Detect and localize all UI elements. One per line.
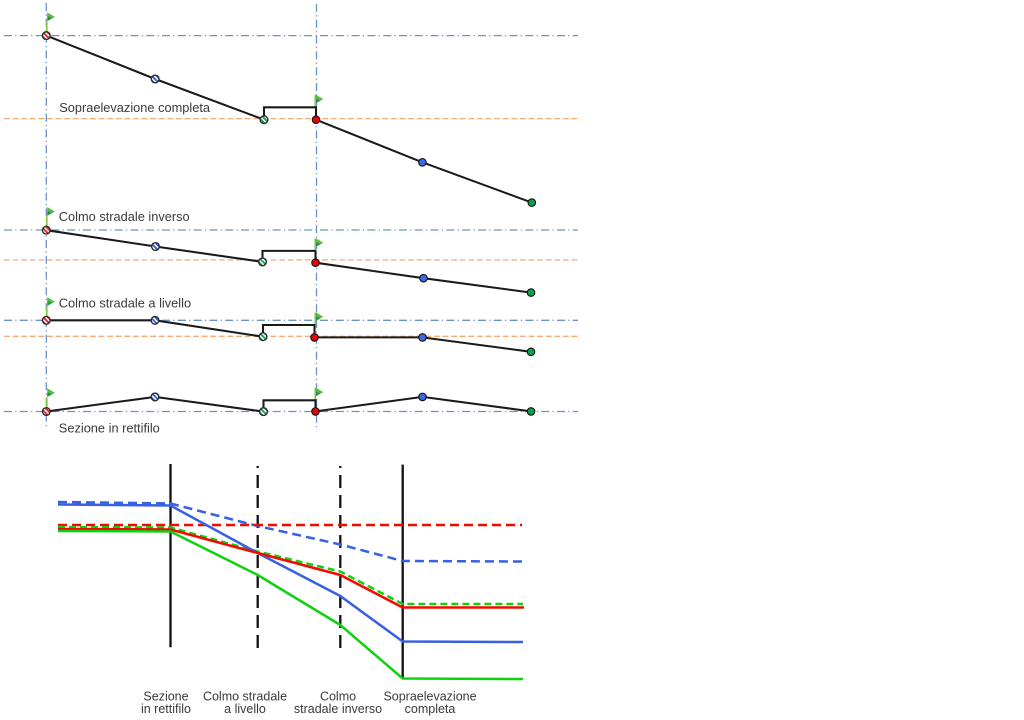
svg-text:Colmo stradale inverso: Colmo stradale inverso: [59, 209, 190, 224]
svg-text:Sopraelevazione: Sopraelevazione: [383, 690, 476, 704]
svg-text:in rettifilo: in rettifilo: [141, 702, 191, 716]
svg-text:Colmo stradale a livello: Colmo stradale a livello: [59, 296, 191, 311]
svg-text:completa: completa: [405, 702, 456, 716]
svg-text:Sezione in rettifilo: Sezione in rettifilo: [59, 421, 160, 436]
svg-text:Sezione: Sezione: [143, 690, 188, 704]
svg-text:Colmo: Colmo: [320, 690, 356, 704]
svg-text:Colmo stradale: Colmo stradale: [203, 690, 287, 704]
svg-text:stradale inverso: stradale inverso: [294, 702, 382, 716]
svg-text:a livello: a livello: [224, 702, 266, 716]
svg-text:Sopraelevazione completa: Sopraelevazione completa: [59, 100, 211, 115]
